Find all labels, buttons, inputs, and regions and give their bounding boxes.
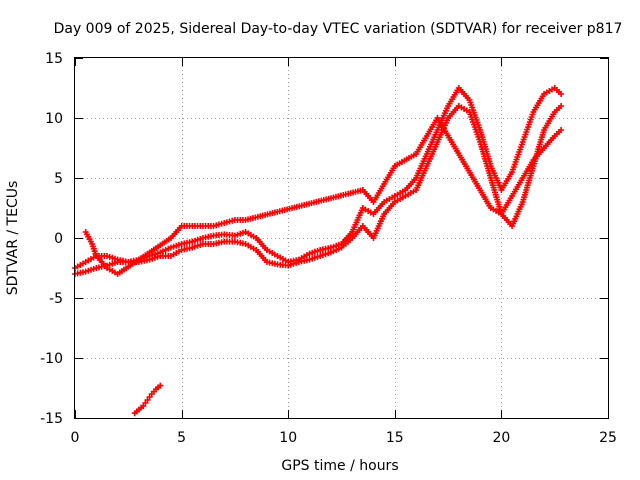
x-axis-title: GPS time / hours	[281, 458, 398, 474]
x-tick-label: 5	[177, 430, 186, 446]
grid-layer	[75, 58, 608, 418]
data-layer	[72, 85, 565, 417]
y-tick-label: 10	[45, 111, 63, 127]
x-tick-label: 10	[279, 430, 297, 446]
y-tick-label: 15	[45, 51, 63, 67]
y-tick-label: -10	[40, 351, 63, 367]
chart-title: Day 009 of 2025, Sidereal Day-to-day VTE…	[54, 21, 623, 37]
y-tick-label: -5	[49, 291, 63, 307]
y-tick-label: 5	[54, 171, 63, 187]
plot-frame	[74, 57, 609, 419]
data-point	[558, 103, 565, 109]
y-tick-label: 0	[54, 231, 63, 247]
x-tick-label: 20	[492, 430, 510, 446]
tick-layer: 0 5 10 15 20 25 -15 -10 -5 0 5 10 15	[40, 51, 617, 446]
y-axis-title: SDTVAR / TECUs	[5, 181, 21, 296]
data-point	[157, 382, 164, 389]
y-tick-label: -15	[40, 411, 63, 427]
series-trace-c	[82, 115, 565, 277]
x-tick-label: 25	[599, 430, 617, 446]
x-tick-label: 0	[71, 430, 80, 446]
series-outlier-trace	[131, 382, 164, 417]
data-point	[558, 127, 565, 133]
data-point	[558, 91, 565, 97]
x-tick-label: 15	[386, 430, 404, 446]
